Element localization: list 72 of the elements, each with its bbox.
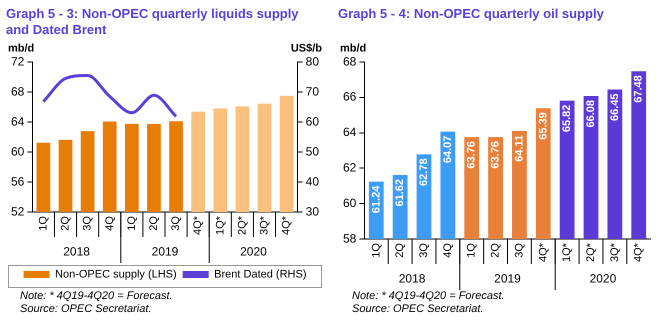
y2-axis-title: US$/b <box>290 42 322 55</box>
y2-tick-label: 80 <box>306 54 320 68</box>
data-label: 61.24 <box>370 184 382 214</box>
chart-title: Graph 5 - 3: Non-OPEC quarterly liquids supply and Dated Brent <box>6 6 300 39</box>
x-tick-label: 4Q* <box>280 215 293 236</box>
text: 2018 <box>63 244 90 258</box>
x-tick-label: 1Q <box>370 242 382 258</box>
legend-label: Non-OPEC supply (LHS) <box>55 268 177 281</box>
y-tick-label: 60 <box>10 144 25 158</box>
y-tick-label: 64 <box>342 125 357 140</box>
y-axis-title: mb/d <box>8 42 34 55</box>
y-axis-title: mb/d <box>340 42 366 55</box>
y-tick-label: 68 <box>10 84 25 98</box>
legend-label: Brent Dated (RHS) <box>214 268 306 281</box>
data-label: 62.78 <box>418 158 430 186</box>
x-tick-label: 3Q <box>170 216 182 231</box>
y-tick-label: 52 <box>10 204 25 218</box>
source-note: Source: OPEC Secretariat. <box>20 303 152 316</box>
x-tick-label: 1Q <box>466 242 478 258</box>
y-tick-label: 56 <box>10 174 25 188</box>
line-series <box>42 74 178 118</box>
x-tick-label: 1Q <box>37 216 50 231</box>
y-tick-label: 66 <box>342 90 357 104</box>
y-tick-label: 60 <box>342 196 357 210</box>
x-tick-label: 4Q <box>442 242 454 258</box>
chart-title: Graph 5 - 4: Non-OPEC quarterly oil supply <box>338 6 605 23</box>
x-tick-label: 4Q* <box>192 215 204 236</box>
text: 2020 <box>240 244 268 258</box>
y-tick-label: 72 <box>10 54 25 68</box>
text: 2019 <box>494 271 522 286</box>
y2-tick-label: 70 <box>306 84 320 98</box>
text: 2019 <box>152 244 179 258</box>
y2-tick-label: 30 <box>306 204 320 218</box>
data-label: 66.45 <box>608 93 621 121</box>
x-tick-label: 1Q* <box>214 215 226 236</box>
x-tick-label: 2Q <box>394 242 406 258</box>
source-note: Source: OPEC Secretariat. <box>352 303 484 316</box>
y2-tick-label: 50 <box>306 144 320 158</box>
x-tick-label: 3Q* <box>608 242 621 262</box>
y-tick-label: 64 <box>10 114 25 128</box>
data-label: 64.11 <box>513 134 526 162</box>
x-tick-label: 4Q* <box>537 242 550 262</box>
x-tick-label: 3Q <box>513 242 526 258</box>
x-tick-label: 4Q* <box>632 242 645 262</box>
x-tick-label: 2Q* <box>585 242 598 262</box>
x-tick-label: 2Q* <box>236 215 248 236</box>
x-tick-label: 3Q* <box>258 215 271 236</box>
data-label: 61.62 <box>394 178 406 206</box>
data-label: 66.08 <box>585 100 598 128</box>
data-label: 64.07 <box>442 136 454 164</box>
x-tick-label: 3Q <box>418 242 430 258</box>
x-tick-label: 2Q <box>148 216 160 231</box>
x-tick-label: 1Q <box>126 216 138 231</box>
data-label: 63.76 <box>466 141 478 169</box>
x-tick-label: 2Q <box>60 216 72 231</box>
data-label: 65.82 <box>561 104 574 132</box>
x-tick-label: 4Q <box>104 216 116 231</box>
text: 2018 <box>398 271 426 286</box>
y-tick-label: 58 <box>342 231 357 246</box>
text: Note: * 4Q19-4Q20 = Forecast. <box>20 290 174 303</box>
y-tick-label: 68 <box>342 54 357 68</box>
data-label: 65.39 <box>537 112 550 140</box>
data-label: 67.48 <box>632 75 645 103</box>
x-tick-label: 3Q <box>82 216 94 231</box>
y-tick-label: 62 <box>342 160 357 175</box>
x-tick-label: 1Q* <box>561 242 574 262</box>
text: 2020 <box>590 271 617 286</box>
text: Note: * 4Q19-4Q20 = Forecast. <box>352 290 506 303</box>
y2-tick-label: 60 <box>306 114 320 128</box>
data-label: 63.76 <box>490 141 502 169</box>
y2-tick-label: 40 <box>306 174 320 188</box>
x-tick-label: 2Q <box>490 242 502 258</box>
